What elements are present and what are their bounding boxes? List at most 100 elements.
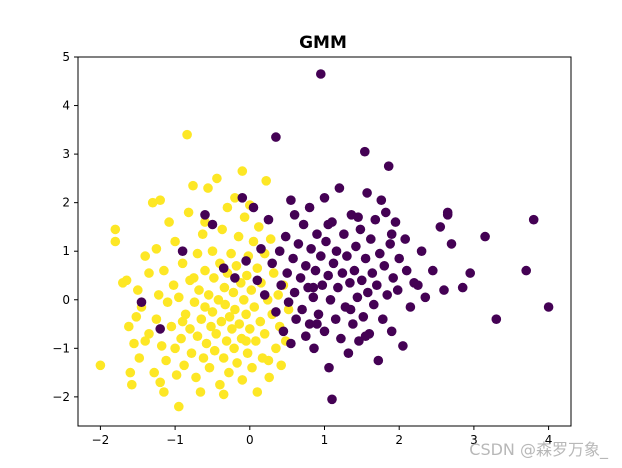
y-tick-label: −1 bbox=[52, 341, 70, 355]
scatter-point bbox=[375, 248, 385, 259]
scatter-point bbox=[428, 265, 438, 276]
scatter-point bbox=[144, 268, 154, 278]
scatter-point bbox=[247, 362, 257, 373]
scatter-point bbox=[304, 319, 315, 329]
scatter-point bbox=[273, 290, 284, 300]
scatter-point bbox=[283, 304, 294, 315]
scatter-point bbox=[171, 370, 182, 380]
scatter-point bbox=[271, 343, 281, 354]
scatter-point bbox=[521, 265, 531, 276]
scatter-point bbox=[204, 362, 215, 373]
scatter-point bbox=[343, 348, 354, 359]
scatter-point bbox=[388, 273, 399, 283]
scatter-point bbox=[264, 372, 275, 383]
scatter-point bbox=[131, 312, 142, 322]
scatter-point bbox=[308, 292, 319, 303]
scatter-point bbox=[226, 248, 236, 259]
scatter-point bbox=[185, 324, 195, 334]
scatter-point bbox=[248, 236, 259, 247]
scatter-point bbox=[345, 278, 355, 288]
scatter-point bbox=[133, 285, 143, 295]
scatter-point bbox=[349, 265, 360, 276]
scatter-point bbox=[321, 236, 331, 247]
scatter-point bbox=[110, 224, 121, 235]
scatter-point bbox=[316, 251, 326, 261]
scatter-point bbox=[242, 270, 252, 281]
scatter-point bbox=[161, 355, 171, 366]
scatter-point bbox=[263, 214, 274, 225]
scatter-point bbox=[248, 202, 259, 213]
scatter-point bbox=[337, 268, 348, 278]
scatter-point bbox=[360, 146, 370, 157]
scatter-point bbox=[124, 321, 134, 332]
scatter-point bbox=[276, 360, 287, 371]
scatter-point bbox=[222, 202, 233, 213]
scatter-point bbox=[392, 285, 403, 295]
scatter-point bbox=[465, 268, 476, 278]
scatter-point bbox=[194, 285, 204, 295]
scatter-point bbox=[319, 193, 330, 203]
scatter-point bbox=[400, 234, 411, 244]
scatter-point bbox=[271, 307, 281, 317]
scatter-point bbox=[233, 231, 244, 242]
scatter-point bbox=[369, 299, 379, 310]
scatter-point bbox=[136, 297, 147, 308]
scatter-point bbox=[255, 316, 266, 327]
scatter-point bbox=[218, 263, 229, 274]
scatter-point bbox=[286, 338, 296, 349]
scatter-point bbox=[170, 236, 180, 247]
scatter-point bbox=[234, 319, 245, 329]
x-tick-label: 2 bbox=[395, 433, 403, 447]
scatter-point bbox=[352, 292, 363, 303]
scatter-point bbox=[249, 302, 260, 312]
scatter-point bbox=[291, 314, 301, 325]
scatter-point bbox=[491, 314, 502, 325]
scatter-point bbox=[212, 173, 222, 184]
scatter-point bbox=[386, 326, 397, 337]
scatter-point bbox=[439, 285, 449, 295]
scatter-point bbox=[186, 348, 197, 359]
scatter-point bbox=[325, 295, 336, 305]
scatter-point bbox=[229, 343, 239, 354]
scatter-point bbox=[265, 234, 276, 244]
scatter-point bbox=[155, 377, 165, 388]
scatter-point bbox=[227, 324, 237, 334]
y-tick-label: 3 bbox=[62, 147, 70, 161]
scatter-point bbox=[182, 129, 192, 140]
scatter-point bbox=[351, 241, 361, 252]
scatter-point bbox=[405, 302, 416, 312]
scatter-point bbox=[442, 207, 453, 218]
scatter-point bbox=[386, 229, 397, 239]
scatter-point bbox=[230, 193, 240, 203]
scatter-point bbox=[435, 222, 446, 232]
scatter-point bbox=[336, 333, 346, 344]
scatter-point bbox=[140, 336, 150, 346]
scatter-point bbox=[297, 304, 307, 315]
scatter-point bbox=[218, 353, 229, 363]
scatter-point bbox=[345, 304, 356, 315]
y-tick-label: 0 bbox=[62, 293, 70, 307]
scatter-point bbox=[189, 297, 200, 308]
y-tick-label: 4 bbox=[62, 99, 70, 113]
scatter-point bbox=[239, 212, 250, 222]
x-tick-label: −2 bbox=[92, 433, 110, 447]
scatter-point bbox=[253, 222, 264, 232]
scatter-point bbox=[168, 280, 179, 291]
scatter-point bbox=[276, 280, 287, 291]
scatter-point bbox=[239, 295, 249, 305]
scatter-point bbox=[155, 195, 165, 205]
scatter-point bbox=[308, 282, 319, 293]
scatter-point bbox=[390, 217, 401, 227]
scatter-point bbox=[134, 353, 145, 363]
scatter-point bbox=[301, 261, 311, 271]
scatter-point bbox=[153, 290, 164, 300]
scatter-point bbox=[327, 394, 337, 405]
scatter-point bbox=[278, 326, 289, 337]
x-tick-label: −1 bbox=[166, 433, 184, 447]
scatter-point bbox=[263, 355, 274, 366]
scatter-point bbox=[252, 263, 263, 274]
scatter-point bbox=[230, 273, 240, 283]
scatter-point bbox=[217, 224, 227, 235]
scatter-point bbox=[188, 180, 198, 191]
scatter-point bbox=[378, 314, 388, 325]
